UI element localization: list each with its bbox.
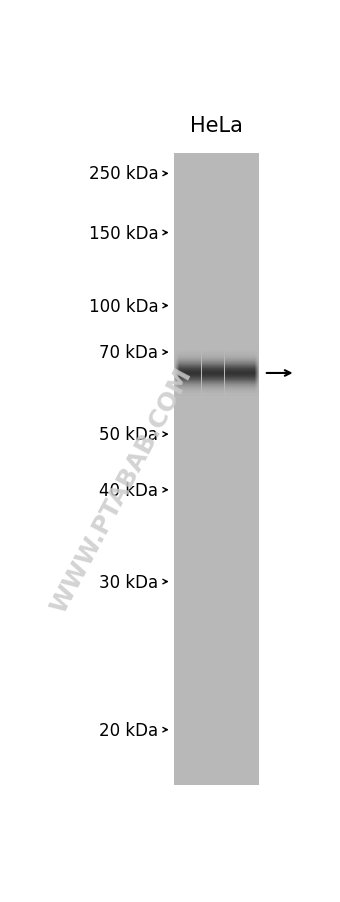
Text: 40 kDa: 40 kDa [99, 482, 158, 499]
Text: 150 kDa: 150 kDa [89, 225, 158, 243]
Text: 50 kDa: 50 kDa [99, 426, 158, 444]
Text: 30 kDa: 30 kDa [99, 573, 158, 591]
Text: WWW.PTABAB.COM: WWW.PTABAB.COM [47, 364, 197, 617]
Text: HeLa: HeLa [190, 116, 243, 136]
Text: 70 kDa: 70 kDa [99, 344, 158, 362]
Text: 250 kDa: 250 kDa [89, 165, 158, 183]
Text: 100 kDa: 100 kDa [89, 297, 158, 315]
Bar [174, 153, 258, 786]
Text: 20 kDa: 20 kDa [99, 721, 158, 739]
